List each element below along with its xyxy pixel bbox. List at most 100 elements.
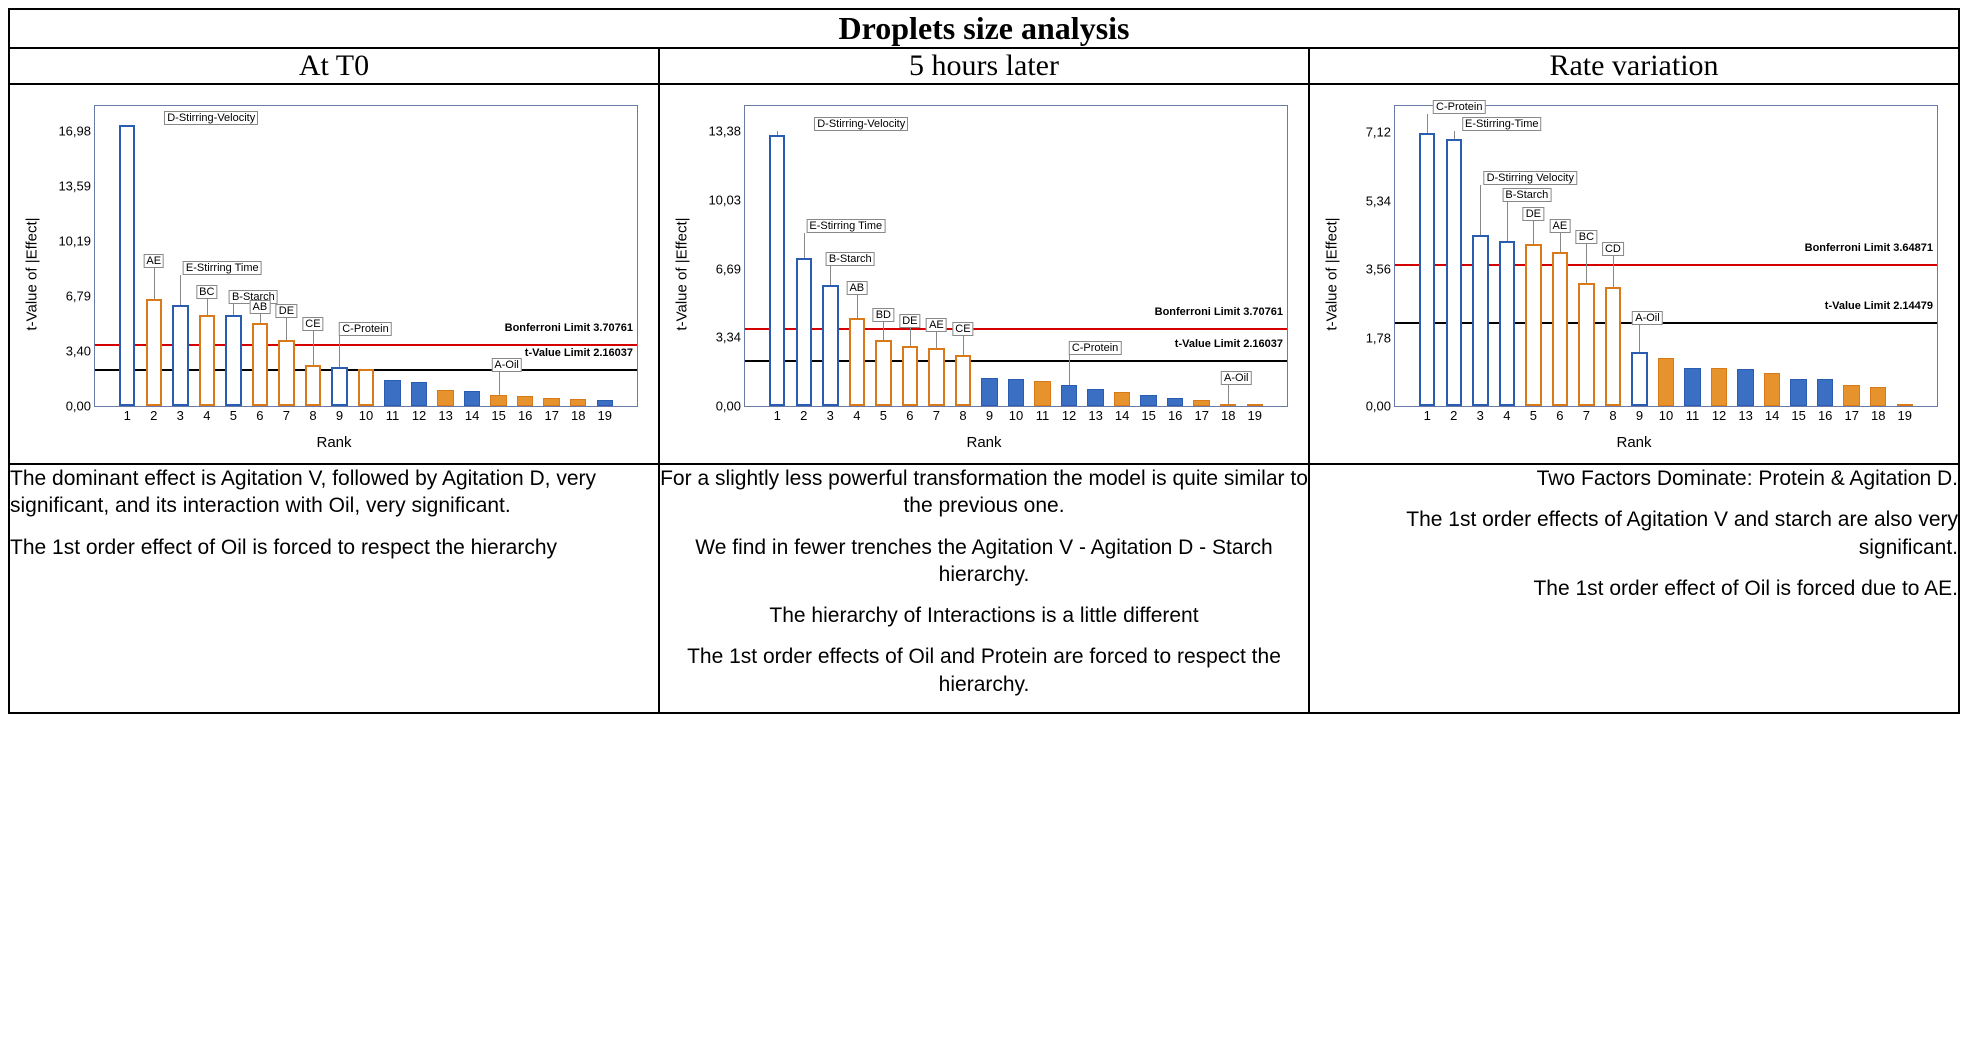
x-tick-label: 7 <box>283 406 290 423</box>
x-tick-label: 17 <box>1194 406 1208 423</box>
bar-factor-label: E-Stirring Time <box>183 261 262 275</box>
bar-factor-label: AE <box>143 254 164 268</box>
bar-label-connector <box>883 322 884 340</box>
pareto-bar <box>1870 387 1886 406</box>
bar-factor-label: CE <box>952 322 973 336</box>
reference-line-label: t-Value Limit 2.16037 <box>1175 338 1283 350</box>
bar-factor-label: B-Starch <box>826 252 875 266</box>
pareto-bar <box>146 299 162 406</box>
x-tick-label: 11 <box>386 406 400 423</box>
pareto-bar <box>199 315 215 406</box>
bar-factor-label: CD <box>1602 242 1624 256</box>
y-tick-label: 13,38 <box>708 124 745 139</box>
description-paragraph: For a slightly less powerful transformat… <box>660 465 1308 520</box>
pareto-bar <box>1114 392 1130 406</box>
pareto-bar <box>437 390 453 406</box>
x-tick-label: 1 <box>1424 406 1431 423</box>
description-paragraph: Two Factors Dominate: Protein & Agitatio… <box>1310 465 1958 492</box>
bar-label-connector <box>1069 355 1070 386</box>
x-tick-label: 15 <box>491 406 505 423</box>
chart-cell-2: t-Value of |Effect|Rank0,001,783,565,347… <box>1309 84 1959 464</box>
bar-label-connector <box>1560 233 1561 252</box>
bar-label-connector <box>499 372 500 396</box>
bar-label-connector <box>1533 221 1534 244</box>
desc-cell-2: Two Factors Dominate: Protein & Agitatio… <box>1309 464 1959 713</box>
pareto-bar <box>1658 358 1674 406</box>
pareto-bar <box>1034 381 1050 406</box>
x-tick-label: 1 <box>774 406 781 423</box>
pareto-bar <box>1790 379 1806 406</box>
bar-factor-label: DE <box>1523 207 1544 221</box>
bar-factor-label: A-Oil <box>491 358 521 372</box>
x-tick-label: 13 <box>1088 406 1102 423</box>
bar-factor-label: B-Starch <box>1502 188 1551 202</box>
pareto-bar <box>1167 398 1183 406</box>
pareto-bar <box>358 369 374 406</box>
pareto-bar <box>1605 287 1621 406</box>
pareto-bar <box>981 378 997 406</box>
y-tick-label: 13,59 <box>58 178 95 193</box>
bar-label-connector <box>1639 325 1640 352</box>
x-tick-label: 3 <box>827 406 834 423</box>
y-tick-label: 3,34 <box>716 330 745 345</box>
pareto-bar <box>1446 139 1462 406</box>
reference-line-label: t-Value Limit 2.16037 <box>525 347 633 359</box>
bar-factor-label: AB <box>250 300 271 314</box>
bar-label-connector <box>260 314 261 324</box>
pareto-bar <box>955 355 971 406</box>
x-tick-label: 10 <box>359 406 373 423</box>
bar-label-connector <box>154 268 155 299</box>
pareto-bar <box>1578 283 1594 406</box>
bar-factor-label: A-Oil <box>1221 371 1251 385</box>
description-paragraph: The 1st order effects of Oil and Protein… <box>660 643 1308 698</box>
x-tick-label: 5 <box>1530 406 1537 423</box>
bar-factor-label: BD <box>873 308 894 322</box>
y-axis-label: t-Value of |Effect| <box>1324 217 1341 330</box>
bar-factor-label: DE <box>899 314 920 328</box>
bar-label-connector <box>286 318 287 339</box>
x-tick-label: 17 <box>1844 406 1858 423</box>
x-tick-label: 11 <box>1036 406 1050 423</box>
x-tick-label: 4 <box>853 406 860 423</box>
pareto-bar <box>875 340 891 406</box>
y-axis-label: t-Value of |Effect| <box>674 217 691 330</box>
pareto-bar <box>1008 379 1024 406</box>
pareto-bar <box>1419 133 1435 406</box>
pareto-bar <box>411 382 427 406</box>
x-tick-label: 9 <box>986 406 993 423</box>
x-tick-label: 14 <box>1115 406 1129 423</box>
reference-line-label: t-Value Limit 2.14479 <box>1825 300 1933 312</box>
reference-line-label: Bonferroni Limit 3.64871 <box>1805 242 1933 254</box>
bar-factor-label: D-Stirring Velocity <box>1484 171 1577 185</box>
x-tick-label: 13 <box>438 406 452 423</box>
bar-label-connector <box>830 266 831 284</box>
chart-cell-1: t-Value of |Effect|Rank0,003,346,6910,03… <box>659 84 1309 464</box>
pareto-bar <box>769 135 785 406</box>
pareto-bar <box>1737 369 1753 406</box>
chart-plot-area: 0,003,406,7910,1913,5916,98Bonferroni Li… <box>94 105 638 407</box>
headings-row: At T0 5 hours later Rate variation <box>9 48 1959 84</box>
pareto-bar <box>1499 241 1515 406</box>
bar-label-connector <box>1507 202 1508 240</box>
x-tick-label: 18 <box>571 406 585 423</box>
pareto-bar <box>822 285 838 406</box>
bar-label-connector <box>313 331 314 365</box>
description-paragraph: The 1st order effect of Oil is forced to… <box>10 534 658 561</box>
pareto-bar <box>517 396 533 406</box>
pareto-bar <box>570 399 586 406</box>
bar-label-connector <box>1586 244 1587 282</box>
descriptions-row: The dominant effect is Agitation V, foll… <box>9 464 1959 713</box>
x-tick-label: 4 <box>1503 406 1510 423</box>
description-paragraph: The hierarchy of Interactions is a littl… <box>660 602 1308 629</box>
pareto-bar <box>902 346 918 406</box>
chart-plot-area: 0,003,346,6910,0313,38Bonferroni Limit 3… <box>744 105 1288 407</box>
x-tick-label: 2 <box>150 406 157 423</box>
x-tick-label: 6 <box>1556 406 1563 423</box>
y-tick-label: 10,19 <box>58 233 95 248</box>
pareto-bar <box>796 258 812 406</box>
y-tick-label: 16,98 <box>58 123 95 138</box>
pareto-bar <box>1525 244 1541 406</box>
y-tick-label: 10,03 <box>708 192 745 207</box>
pareto-bar <box>1061 385 1077 406</box>
bar-label-connector <box>207 299 208 315</box>
